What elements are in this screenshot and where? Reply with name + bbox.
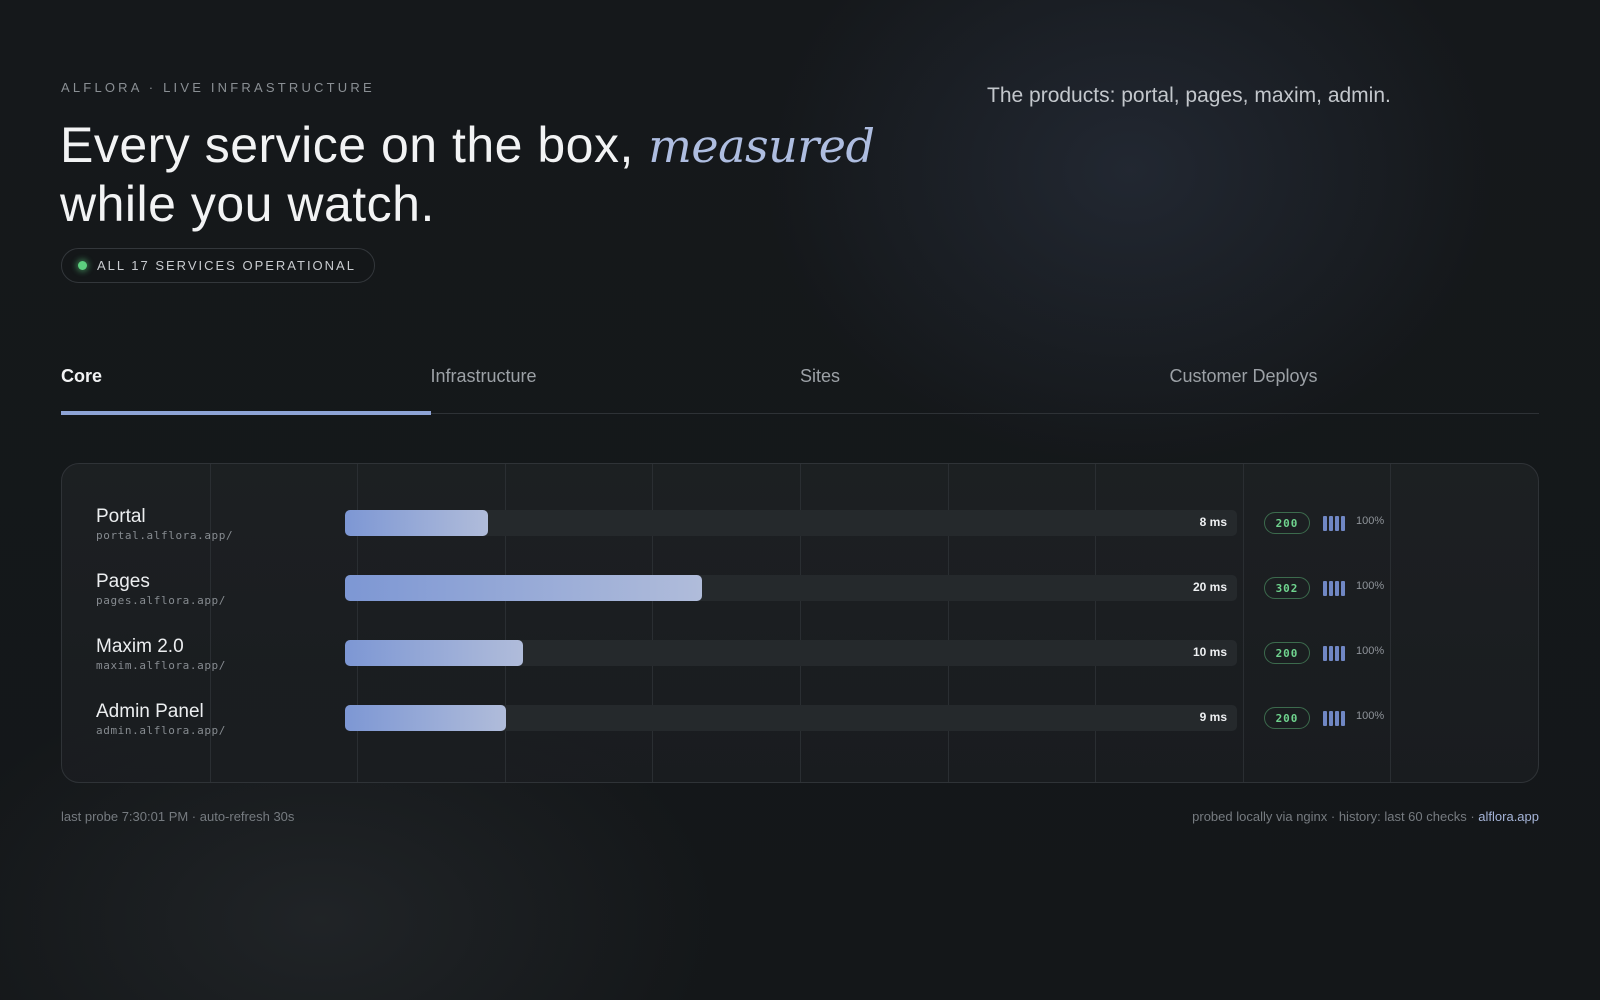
latency-track: 10 ms <box>345 640 1237 666</box>
tab-label: Sites <box>800 366 841 386</box>
tab-customer-deploys[interactable]: Customer Deploys <box>1170 352 1540 414</box>
grid-line <box>357 464 358 782</box>
service-url[interactable]: admin.alflora.app/ <box>96 724 227 737</box>
services-panel: Portal portal.alflora.app/ 8 ms 200 100%… <box>61 463 1539 783</box>
service-url[interactable]: pages.alflora.app/ <box>96 594 227 607</box>
latency-bar <box>345 705 506 731</box>
uptime-value: 100% <box>1356 645 1385 657</box>
history-spark-icon <box>1323 516 1345 531</box>
grid-line <box>1390 464 1391 782</box>
footer-meta-text: probed locally via nginx · history: last… <box>1192 809 1479 824</box>
products-text: The products: portal, pages, maxim, admi… <box>987 84 1391 107</box>
grid-line <box>652 464 653 782</box>
latency-value: 10 ms <box>1192 645 1227 659</box>
page-title: Every service on the box, measured while… <box>60 116 880 233</box>
status-code-badge: 200 <box>1264 512 1310 534</box>
service-row-portal[interactable]: Portal portal.alflora.app/ 8 ms 200 100% <box>62 504 1538 544</box>
footer-meta: probed locally via nginx · history: last… <box>1192 809 1539 824</box>
service-url[interactable]: portal.alflora.app/ <box>96 529 234 542</box>
latency-bar <box>345 640 523 666</box>
grid-line <box>505 464 506 782</box>
headline-part1: Every service on the box, <box>60 117 649 173</box>
latency-value: 20 ms <box>1192 580 1227 594</box>
latency-track: 20 ms <box>345 575 1237 601</box>
status-code-badge: 200 <box>1264 642 1310 664</box>
grid-line <box>1243 464 1244 782</box>
history-spark-icon <box>1323 646 1345 661</box>
footer-link[interactable]: alflora.app <box>1478 809 1539 824</box>
tab-core[interactable]: Core <box>61 352 431 415</box>
headline-part2: while you watch. <box>60 176 435 232</box>
uptime-value: 100% <box>1356 515 1385 527</box>
uptime-value: 100% <box>1356 580 1385 592</box>
grid-line <box>210 464 211 782</box>
latency-bar <box>345 575 702 601</box>
history-spark-icon <box>1323 711 1345 726</box>
status-badge: ALL 17 SERVICES OPERATIONAL <box>61 248 375 283</box>
status-dot-icon <box>78 261 87 270</box>
uptime-value: 100% <box>1356 710 1385 722</box>
service-row-maxim[interactable]: Maxim 2.0 maxim.alflora.app/ 10 ms 200 1… <box>62 634 1538 674</box>
service-url[interactable]: maxim.alflora.app/ <box>96 659 227 672</box>
tab-label: Infrastructure <box>430 366 537 386</box>
status-text: ALL 17 SERVICES OPERATIONAL <box>97 258 356 273</box>
footer-probe-info: last probe 7:30:01 PM · auto-refresh 30s <box>61 809 295 824</box>
tab-label: Core <box>61 366 103 386</box>
grid-line <box>1095 464 1096 782</box>
tab-infrastructure[interactable]: Infrastructure <box>431 352 801 414</box>
latency-track: 9 ms <box>345 705 1237 731</box>
status-code-badge: 302 <box>1264 577 1310 599</box>
latency-value: 9 ms <box>1199 710 1227 724</box>
grid-line <box>800 464 801 782</box>
history-spark-icon <box>1323 581 1345 596</box>
latency-track: 8 ms <box>345 510 1237 536</box>
tab-bar: Core Infrastructure Sites Customer Deplo… <box>61 352 1540 415</box>
service-name: Pages <box>96 571 150 592</box>
service-name: Portal <box>96 506 146 527</box>
eyebrow: ALFLORA · LIVE INFRASTRUCTURE <box>61 80 375 95</box>
grid-line <box>948 464 949 782</box>
service-row-pages[interactable]: Pages pages.alflora.app/ 20 ms 302 100% <box>62 569 1538 609</box>
service-name: Admin Panel <box>96 701 204 722</box>
service-row-admin[interactable]: Admin Panel admin.alflora.app/ 9 ms 200 … <box>62 699 1538 739</box>
latency-bar <box>345 510 488 536</box>
headline-accent: measured <box>648 119 875 173</box>
tab-sites[interactable]: Sites <box>800 352 1170 414</box>
latency-value: 8 ms <box>1199 515 1227 529</box>
status-code-badge: 200 <box>1264 707 1310 729</box>
tab-label: Customer Deploys <box>1169 366 1318 386</box>
service-name: Maxim 2.0 <box>96 636 184 657</box>
